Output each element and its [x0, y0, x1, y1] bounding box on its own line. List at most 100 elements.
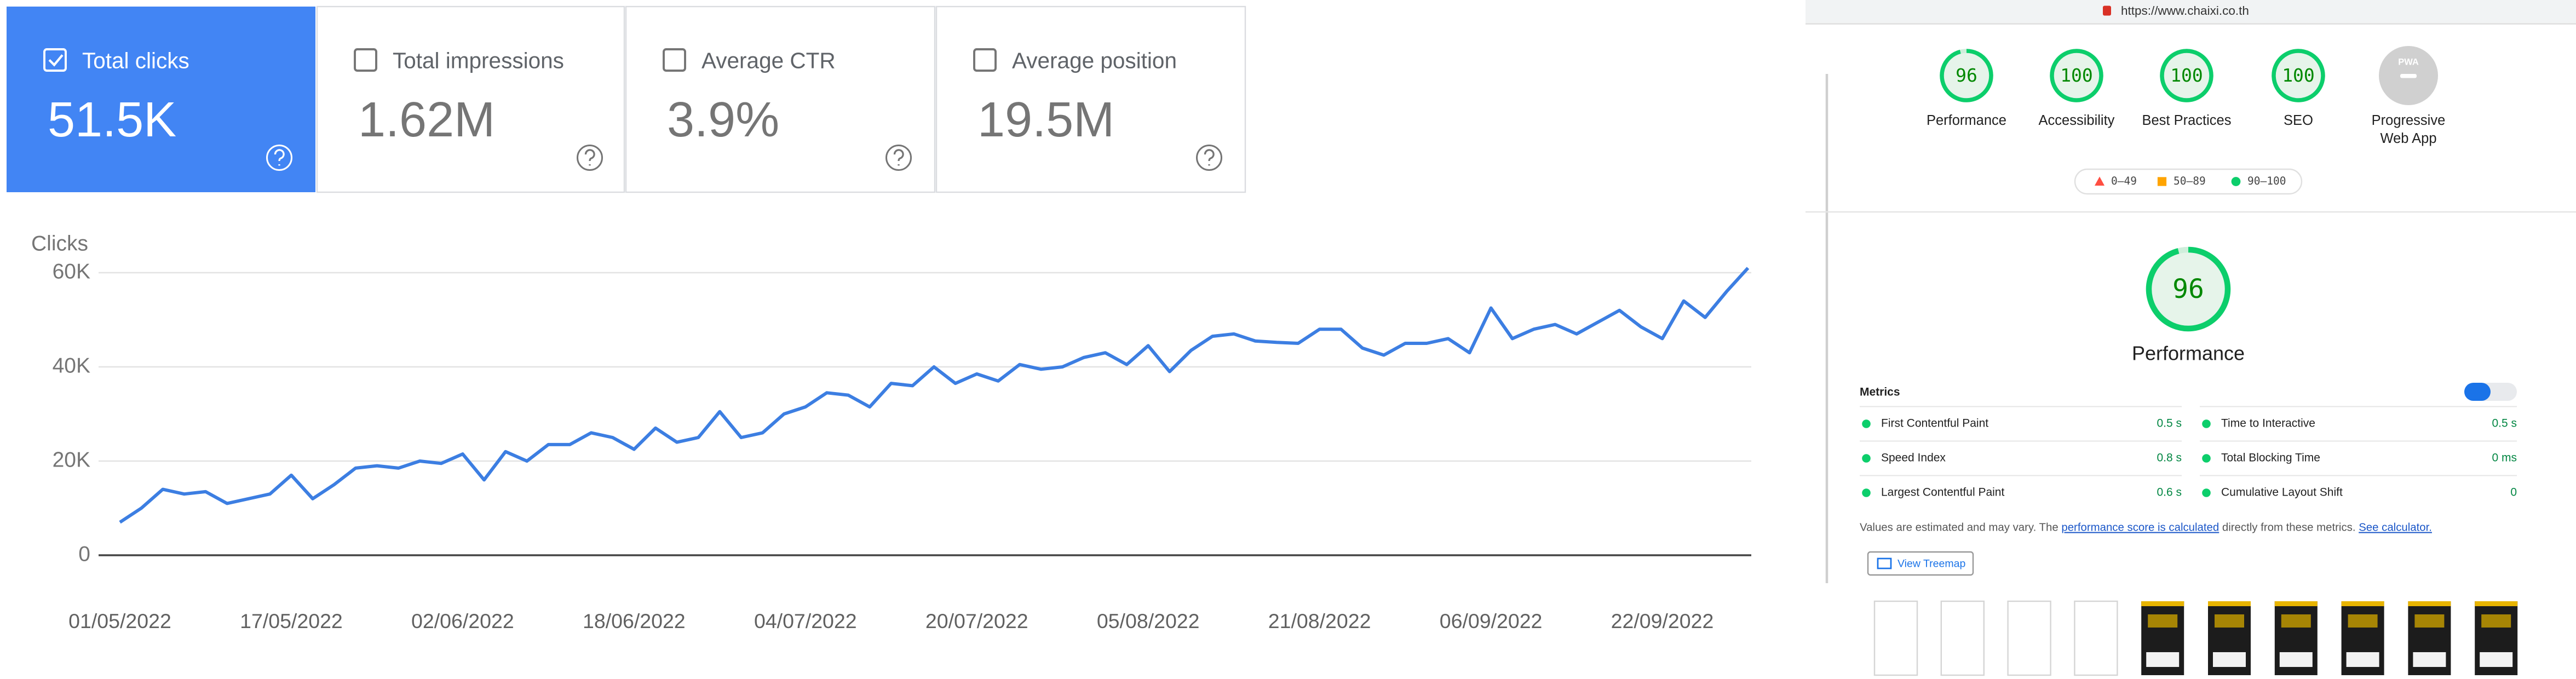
main-gauge-label: Performance [2132, 342, 2245, 365]
help-glyph [274, 149, 285, 166]
y-tick-label: 60K [53, 260, 90, 283]
metric-card[interactable]: Average CTR 3.9% [625, 5, 936, 193]
card-label: Average position [1012, 48, 1177, 73]
note-text: directly from these metrics. [2219, 522, 2359, 534]
y-axis-title: Clicks [31, 232, 88, 255]
frame-header [2341, 601, 2384, 607]
card-label: Average CTR [702, 48, 836, 73]
film-frame [2341, 601, 2384, 676]
x-tick-label: 02/06/2022 [411, 609, 514, 632]
gauge-label-box: Accessibility [2038, 112, 2115, 129]
metric-label: Largest Contentful Paint [1881, 486, 2004, 499]
metric-value: 0.6 s [2157, 486, 2182, 499]
metric-status [1862, 454, 1871, 463]
metric-value: 0 [2510, 486, 2517, 499]
view-toggle-active[interactable] [2464, 383, 2491, 401]
checkbox[interactable] [973, 48, 997, 72]
frame-blank [1940, 600, 1985, 676]
help-icon[interactable] [266, 145, 292, 171]
x-tick-label: 18/06/2022 [583, 609, 686, 632]
gauge-label: Accessibility [2038, 112, 2115, 129]
frame-hero [2348, 614, 2378, 628]
metric-label: Cumulative Layout Shift [2221, 486, 2343, 499]
metric-status [1862, 488, 1871, 497]
metric-status [2202, 454, 2211, 463]
legend-pill [2074, 168, 2303, 195]
frame-blank [2007, 600, 2051, 676]
x-tick-label: 01/05/2022 [68, 609, 171, 632]
gauge-label-box: Progressive Web App [2372, 112, 2446, 146]
metric-card[interactable]: Total impressions 1.62M [316, 5, 625, 193]
gauge-label-box: Best Practices [2142, 112, 2232, 129]
x-tick-label: 17/05/2022 [240, 609, 343, 632]
card-label: Total impressions [393, 48, 564, 73]
gauge-score: 96 [1956, 65, 1977, 86]
help-icon[interactable] [1196, 145, 1222, 171]
frame-hero [2414, 614, 2445, 628]
metrics-note: Values are estimated and may vary. The p… [1860, 522, 2432, 534]
frame-header [2208, 601, 2251, 607]
pwa-dash [2400, 74, 2417, 78]
help-glyph [584, 149, 595, 166]
checkbox[interactable] [43, 48, 67, 72]
card-value: 1.62M [358, 93, 495, 147]
gauge-score: 100 [2170, 65, 2203, 86]
gauge-label-box: SEO [2284, 112, 2313, 128]
frame-header [2141, 601, 2184, 607]
metric-card[interactable]: Average position 19.5M [935, 5, 1246, 193]
x-tick-label: 22/09/2022 [1611, 609, 1714, 632]
card-value: 51.5K [48, 93, 176, 147]
checkbox[interactable] [354, 48, 377, 72]
frame-hero [2481, 614, 2511, 628]
metric-label: Time to Interactive [2221, 417, 2315, 430]
frame-text [2480, 652, 2513, 668]
frame-text [2279, 652, 2313, 668]
x-tick-label: 20/07/2022 [925, 609, 1028, 632]
frame-hero [2281, 614, 2311, 628]
metric-value: 0 ms [2492, 452, 2517, 464]
x-tick-label: 05/08/2022 [1097, 609, 1200, 632]
metric-label: Speed Index [1881, 452, 1946, 464]
frame-text [2346, 652, 2379, 668]
treemap-label: View Treemap [1898, 558, 1965, 570]
legend-square [2157, 177, 2167, 186]
film-frame [2074, 600, 2118, 676]
help-icon[interactable] [577, 145, 603, 171]
legend-label: 90–100 [2247, 175, 2286, 187]
help-icon[interactable] [886, 145, 912, 171]
film-frame [2208, 601, 2251, 676]
card-background [316, 5, 625, 193]
card-background [625, 5, 936, 193]
main-gauge-arc [2146, 246, 2231, 332]
card-value: 3.9% [667, 93, 779, 147]
frame-hero [2215, 614, 2244, 628]
note-link[interactable]: performance score is calculated [2061, 522, 2219, 534]
help-glyph [1204, 149, 1215, 166]
pwa-badge-text: PWA [2398, 57, 2419, 67]
metric-value: 0.8 s [2157, 452, 2182, 464]
clicks-line [119, 267, 1750, 524]
frame-header [2274, 601, 2318, 607]
frame-header [2408, 601, 2451, 607]
main-gauge-score: 96 [2172, 274, 2204, 304]
frame-text [2146, 652, 2180, 668]
legend-triangle [2095, 176, 2104, 186]
treemap-button[interactable] [1867, 551, 1974, 576]
checkbox[interactable] [663, 48, 686, 72]
frame-blank [1873, 600, 1918, 676]
gauge-label: Best Practices [2142, 112, 2232, 129]
metric-card[interactable]: Total clicks 51.5K [7, 7, 315, 193]
gauge-score: 100 [2282, 65, 2315, 86]
metrics-title: Metrics [1860, 386, 1900, 399]
metric-status [2202, 488, 2211, 497]
frame-hero [2148, 614, 2178, 628]
gauge-label-box: Performance [1927, 112, 2006, 128]
frame-blank [2074, 600, 2118, 676]
note-link[interactable]: See calculator. [2359, 522, 2432, 534]
film-frame [2475, 601, 2518, 676]
help-glyph [893, 149, 904, 166]
frame-text [2213, 652, 2246, 668]
film-frame [1940, 600, 1985, 676]
